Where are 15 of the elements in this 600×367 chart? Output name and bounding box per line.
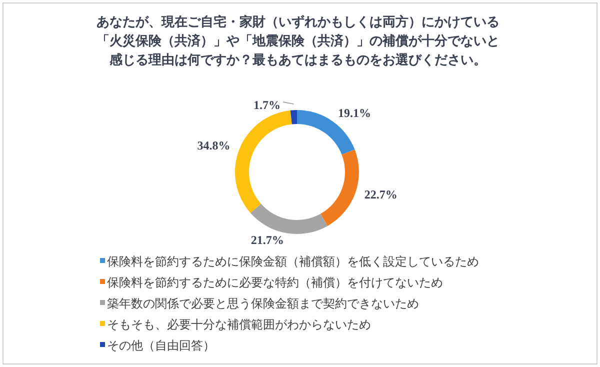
donut-slice <box>235 110 292 213</box>
data-label: 21.7% <box>250 232 284 247</box>
legend-label: 保険料を節約するために保険金額（補償額）を低く設定しているため <box>107 254 479 268</box>
legend-label: そもそも、必要十分な補償範囲がわからないため <box>107 317 371 332</box>
data-label: 1.7% <box>254 98 280 112</box>
data-label: 19.1% <box>338 106 372 120</box>
data-label: 34.8% <box>197 138 230 152</box>
legend-label: その他（自由回答） <box>107 338 215 352</box>
donut-slice <box>320 150 359 226</box>
chart-title: あなたが、現在ご自宅・家財（いずれかもしくは両方）にかけている「火災保険（共済）」や「地震保険（共済）」の補償が十分でないと感じる理由は何ですか？最もあてはまるものをお選びください。 <box>96 14 500 68</box>
legend-label: 保険料を節約するために必要な特約（補償）を付けてないため <box>107 275 443 290</box>
data-label: 22.7% <box>364 187 398 202</box>
donut-slice <box>250 204 328 234</box>
donut-slice <box>290 110 297 124</box>
legend-label: 築年数の関係で必要と思う保険金額まで契約できないため <box>107 296 419 310</box>
